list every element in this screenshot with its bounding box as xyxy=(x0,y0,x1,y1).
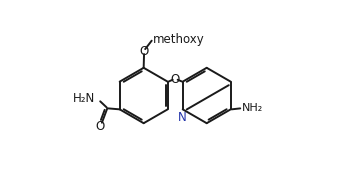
Text: methoxy: methoxy xyxy=(153,33,204,46)
Text: O: O xyxy=(170,73,180,86)
Text: O: O xyxy=(139,45,149,58)
Text: N: N xyxy=(178,111,186,124)
Text: NH₂: NH₂ xyxy=(242,103,263,113)
Text: O: O xyxy=(96,120,105,133)
Text: H₂N: H₂N xyxy=(73,92,95,105)
